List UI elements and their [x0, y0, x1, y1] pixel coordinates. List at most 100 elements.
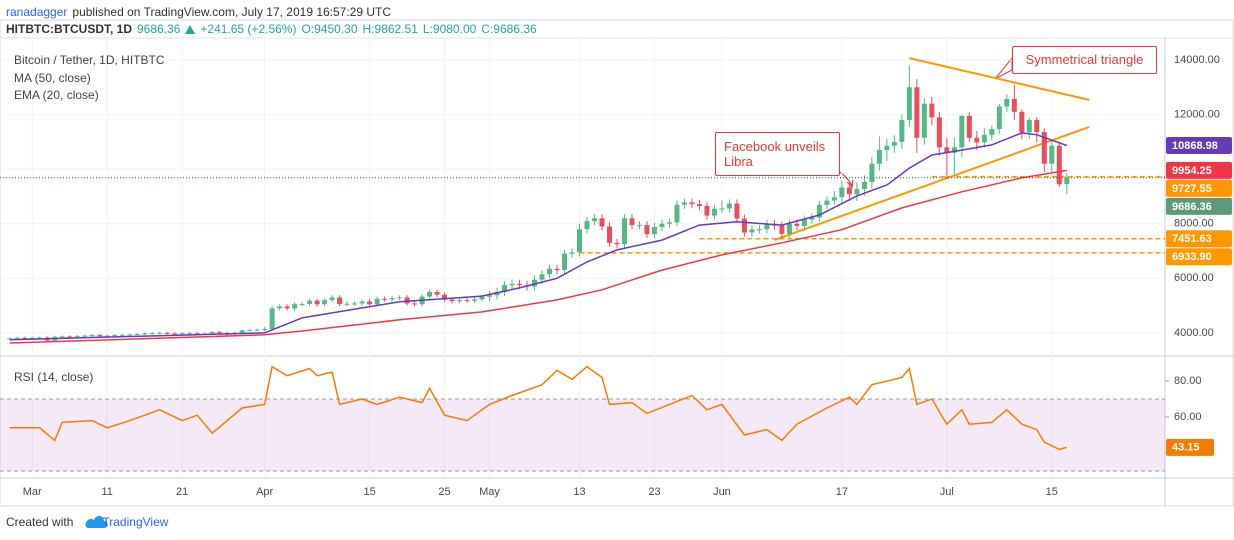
candle-body: [352, 303, 358, 305]
candle-body: [974, 137, 980, 143]
candle-body: [809, 217, 815, 220]
candle-body: [884, 145, 890, 151]
x-tick-label: Apr: [256, 486, 273, 498]
price-tag-label: 9727.55: [1172, 183, 1212, 195]
candle-body: [299, 303, 305, 305]
candle-body: [779, 225, 785, 234]
candle-body: [621, 218, 627, 245]
candle-body: [412, 303, 418, 305]
candle-body: [404, 297, 410, 304]
candle-body: [247, 330, 253, 332]
candle-body: [719, 208, 725, 210]
candle-body: [389, 297, 395, 300]
candle-body: [547, 268, 553, 275]
candle-body: [929, 103, 935, 118]
candle-body: [22, 337, 28, 339]
candle-body: [569, 252, 575, 254]
candle-body: [1056, 145, 1062, 185]
candle-body: [666, 222, 672, 224]
candle-body: [944, 147, 950, 153]
symbol: HITBTC:BTCUSDT, 1D: [6, 22, 132, 36]
candle-body: [277, 306, 283, 309]
annotation: Symmetrical triangle: [1012, 46, 1157, 74]
candle-body: [831, 197, 837, 201]
trend-line: [774, 125, 1090, 242]
candle-body: [696, 204, 702, 207]
candle-body: [487, 295, 493, 297]
x-tick-label: 23: [648, 486, 660, 498]
candle-body: [397, 297, 403, 299]
author: ranadagger: [6, 5, 68, 19]
candle-body: [209, 332, 215, 334]
candle-body: [329, 297, 335, 301]
candle-body: [427, 291, 433, 297]
candle-body: [1049, 145, 1055, 164]
x-tick-label: Jun: [713, 486, 731, 498]
candle-body: [472, 299, 478, 301]
candle-body: [1004, 99, 1010, 107]
price-tag: [1166, 197, 1232, 215]
candle-body: [479, 296, 485, 300]
price-tag-label: 10868.98: [1172, 140, 1218, 152]
candle-body: [149, 333, 155, 335]
candle-body: [89, 335, 95, 337]
quote-line: HITBTC:BTCUSDT, 1D 9686.36 +241.65 (+2.5…: [6, 22, 537, 36]
candle-body: [14, 337, 20, 339]
candle-body: [239, 330, 245, 333]
candle-body: [674, 204, 680, 223]
y-tick-label: 14000.00: [1174, 54, 1220, 66]
x-tick-label: Jul: [940, 486, 954, 498]
candle-body: [502, 285, 508, 292]
price-tag: [1166, 161, 1232, 179]
price-tag: [1166, 136, 1232, 154]
candle-body: [846, 187, 852, 195]
frame: [0, 19, 1234, 507]
price-tag-label: 9954.25: [1172, 165, 1212, 177]
y-tick-label: 60.00: [1174, 411, 1202, 423]
price-tag-label: 9686.36: [1172, 201, 1212, 213]
price-tag-label: 7451.63: [1172, 233, 1212, 245]
candle-body: [756, 229, 762, 231]
candle-body: [584, 221, 590, 230]
candle-body: [494, 291, 500, 296]
candle-body: [951, 147, 957, 153]
ema-legend: EMA (20, close): [14, 88, 99, 102]
candle-body: [367, 301, 373, 305]
price-tag-label: 6933.90: [1172, 251, 1212, 263]
value-tag: [1166, 438, 1214, 456]
callout-pointer: [994, 56, 1013, 80]
candle-body: [711, 208, 717, 216]
brand: TradingView: [102, 515, 169, 529]
candle-body: [906, 87, 912, 121]
candle-body: [876, 150, 882, 164]
candle-body: [996, 106, 1002, 130]
x-tick-label: Mar: [23, 486, 42, 498]
candle-body: [869, 163, 875, 182]
y-tick-label: 8000.00: [1174, 218, 1214, 230]
candle-body: [457, 300, 463, 302]
rsi-legend: RSI (14, close): [14, 370, 94, 384]
candle-body: [726, 203, 732, 209]
candle-body: [741, 218, 747, 233]
candle-body: [936, 117, 942, 148]
candle-body: [966, 115, 972, 138]
candle-body: [119, 334, 125, 336]
candle-body: [734, 203, 740, 219]
header-line: ranadagger published on TradingView.com, …: [6, 5, 391, 19]
candle-body: [314, 300, 320, 305]
candle-body: [914, 87, 920, 138]
x-tick-label: 17: [836, 486, 848, 498]
candle-body: [681, 202, 687, 205]
candle-body: [112, 335, 118, 337]
candle-body: [374, 298, 380, 305]
candle-body: [1034, 120, 1040, 133]
candle-body: [74, 336, 80, 338]
candle-body: [636, 225, 642, 227]
candle-body: [359, 301, 365, 304]
close: C:9686.36: [481, 22, 537, 36]
candle-body: [599, 218, 605, 227]
low: L:9080.00: [422, 22, 477, 36]
candle-body: [891, 141, 897, 146]
